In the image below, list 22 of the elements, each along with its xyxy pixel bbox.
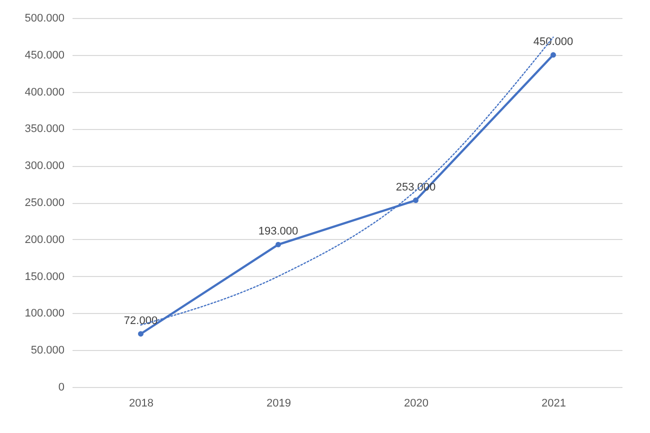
- y-tick-label: 350.000: [24, 123, 64, 136]
- data-label: 193.000: [258, 226, 298, 238]
- x-tick-label: 2019: [266, 398, 291, 410]
- y-tick-label: 50.000: [30, 344, 64, 357]
- data-label: 450.000: [533, 36, 574, 48]
- point: [276, 242, 281, 248]
- y-tick-label: 0: [58, 382, 64, 394]
- y-tick-label: 450.000: [24, 49, 64, 62]
- x-tick-label: 2018: [129, 398, 154, 410]
- point: [413, 198, 418, 204]
- y-tick-label: 400.000: [24, 86, 64, 98]
- y-tick-label: 100.000: [24, 308, 64, 320]
- y-tick-label: 150.000: [24, 270, 64, 283]
- data-label: 72.000: [124, 314, 158, 327]
- point: [550, 52, 556, 58]
- y-tick-label: 500.000: [24, 12, 64, 24]
- y-tick-label: 250.000: [24, 197, 64, 209]
- y-tick-label: 300.000: [24, 160, 64, 172]
- y-tick-label: 200.000: [24, 234, 64, 246]
- x-tick-label: 2020: [404, 398, 428, 410]
- x-tick-label: 2021: [542, 398, 566, 410]
- point: [138, 331, 144, 337]
